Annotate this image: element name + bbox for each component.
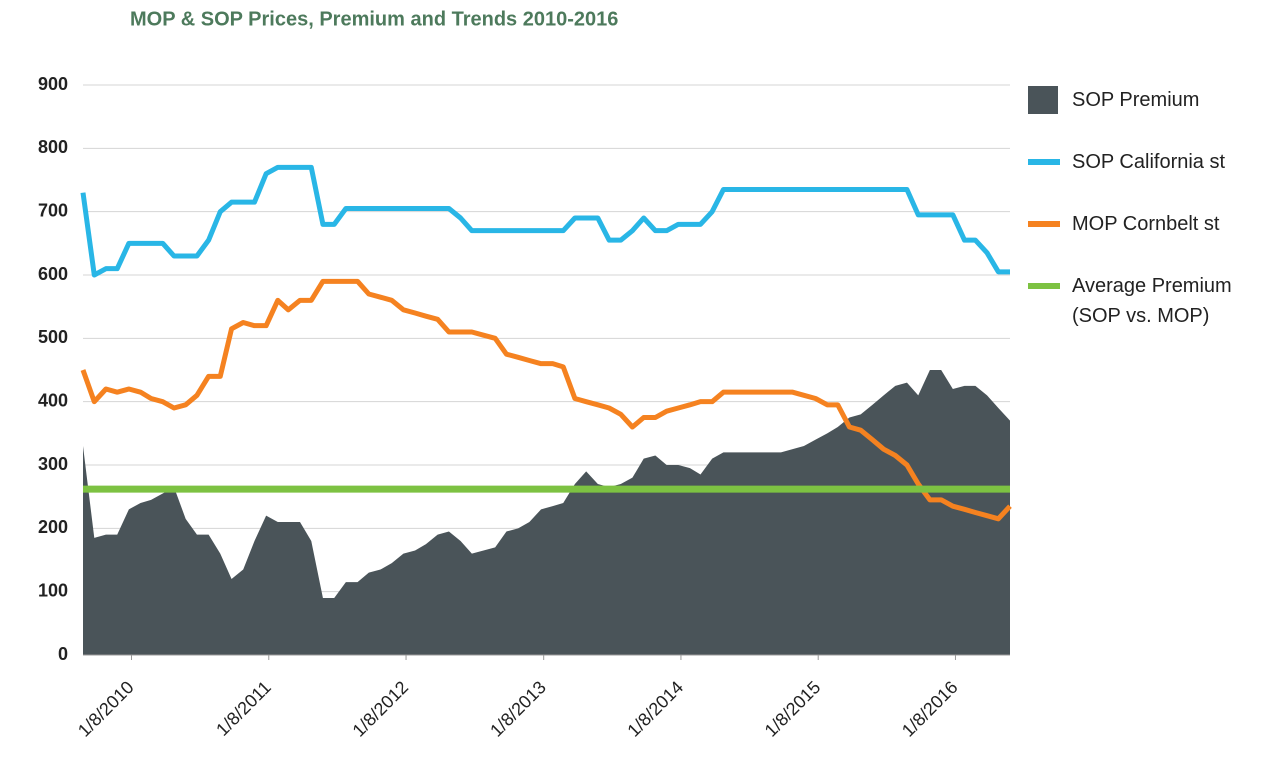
x-tick-label: 1/8/2013 xyxy=(486,677,550,741)
y-tick-label: 900 xyxy=(38,74,68,94)
x-tick-label: 1/8/2015 xyxy=(761,677,825,741)
line xyxy=(80,164,1010,278)
x-tick-label: 1/8/2010 xyxy=(74,677,138,741)
legend-swatch xyxy=(1028,283,1060,289)
y-tick-label: 400 xyxy=(38,390,68,410)
x-tick-label: 1/8/2012 xyxy=(349,677,413,741)
legend-swatch xyxy=(1028,86,1058,114)
x-tick-label: 1/8/2011 xyxy=(212,677,275,740)
legend-swatch xyxy=(1028,221,1060,227)
legend-swatch xyxy=(1028,159,1060,165)
y-tick-label: 700 xyxy=(38,200,68,220)
legend-label: SOP Premium xyxy=(1072,89,1200,111)
line xyxy=(80,278,1012,522)
x-tick-label: 1/8/2016 xyxy=(898,677,962,741)
legend-item: Average Premium (SOP vs. MOP) xyxy=(1020,266,1270,328)
legend-item: MOP Cornbelt st xyxy=(1020,204,1270,266)
legend-label: Average Premium (SOP vs. MOP) xyxy=(1072,275,1232,327)
y-tick-label: 300 xyxy=(38,454,68,474)
y-tick-label: 800 xyxy=(38,137,68,157)
legend-label: MOP Cornbelt st xyxy=(1072,213,1220,235)
y-tick-label: 200 xyxy=(38,517,68,537)
legend-item: SOP California st xyxy=(1020,142,1270,204)
legend-label: SOP California st xyxy=(1072,151,1226,173)
legend-item: SOP Premium xyxy=(1020,80,1270,142)
x-tick-label: 1/8/2014 xyxy=(623,677,687,741)
y-tick-label: 600 xyxy=(38,264,68,284)
chart-title: MOP & SOP Prices, Premium and Trends 201… xyxy=(130,8,618,30)
y-tick-label: 500 xyxy=(38,327,68,347)
y-tick-label: 0 xyxy=(58,644,68,664)
legend: SOP Premium SOP California st MOP Cornbelt… xyxy=(1020,80,1270,328)
y-tick-label: 100 xyxy=(38,580,68,600)
area xyxy=(83,370,1010,655)
